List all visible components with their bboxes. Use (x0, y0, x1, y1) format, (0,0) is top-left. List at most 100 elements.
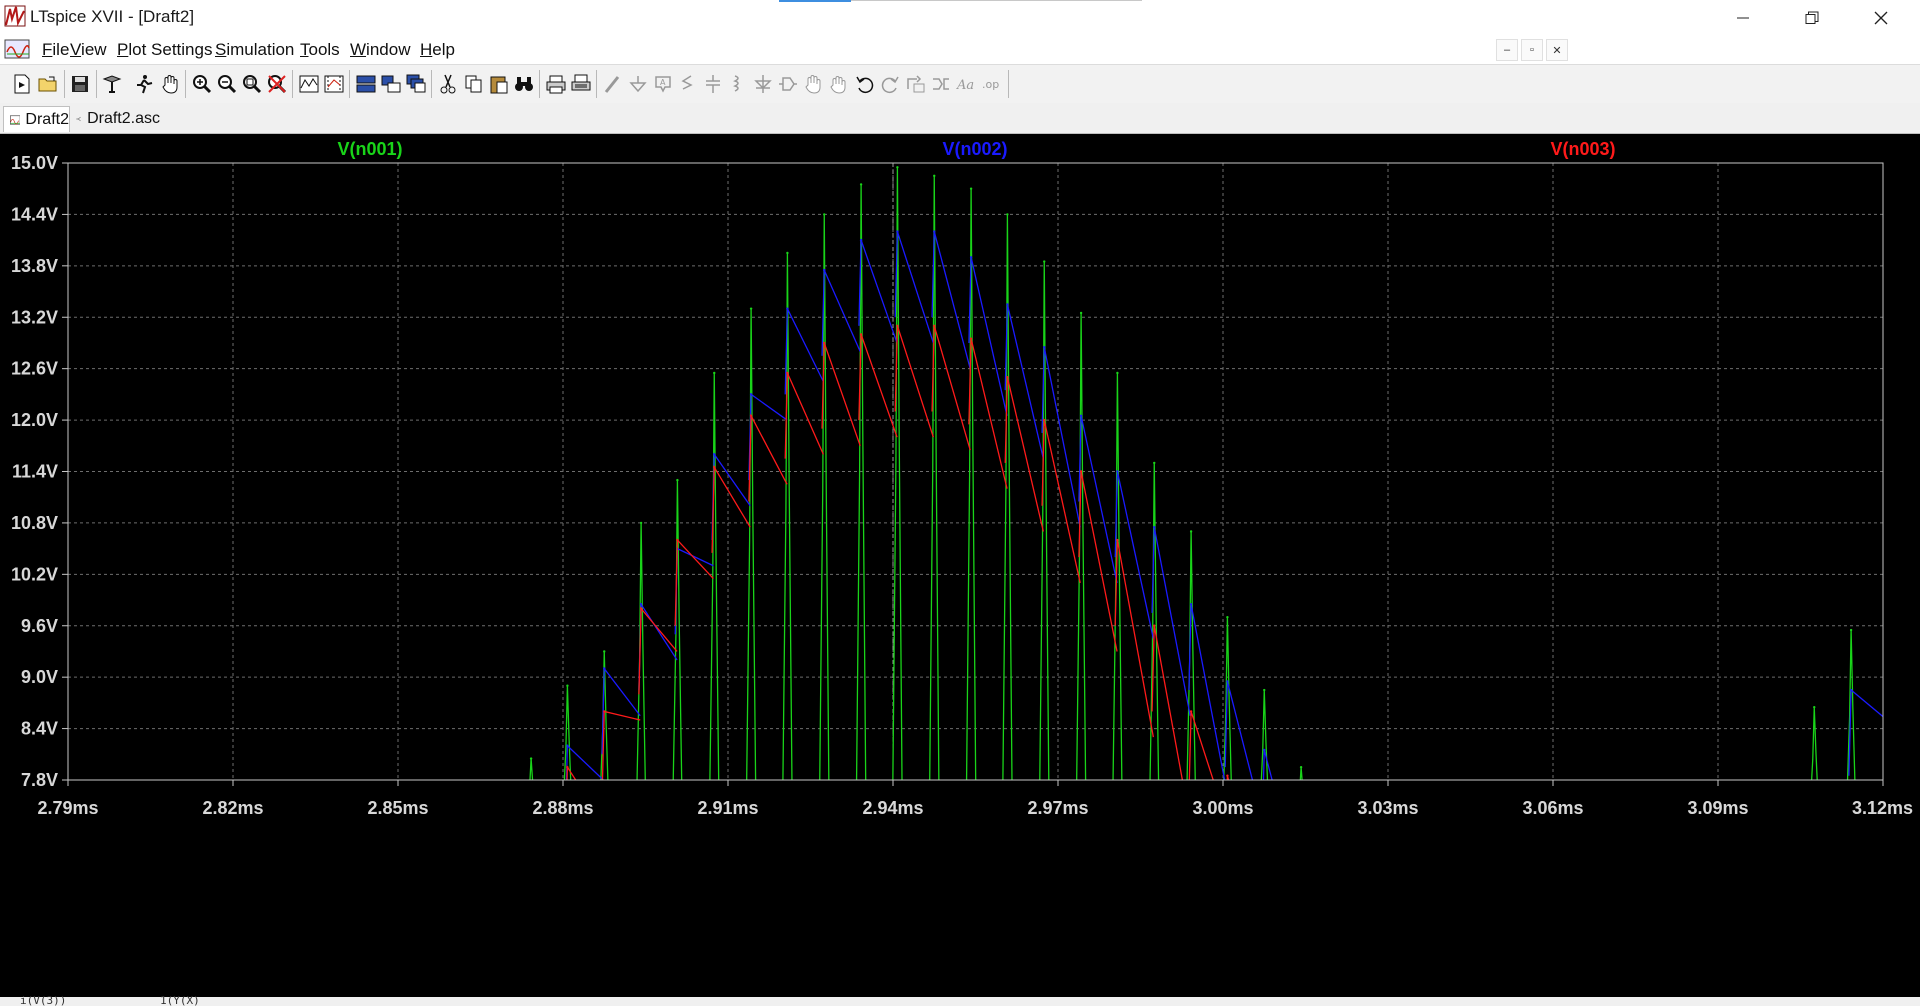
find-button[interactable] (512, 72, 536, 96)
mdi-minimize-button[interactable]: – (1496, 39, 1518, 61)
menu-file[interactable]: File (42, 40, 70, 59)
diode-button[interactable] (751, 72, 775, 96)
tab-draft2[interactable]: Draft2 (3, 106, 70, 132)
trace-point (933, 174, 936, 178)
title-bar: LTspice XVII - [Draft2] (0, 0, 1920, 35)
menu-tools[interactable]: Tools (300, 40, 340, 59)
rotate-button[interactable] (904, 72, 928, 96)
status-right: 1(Y(X) (160, 994, 200, 1007)
new-schematic-button[interactable] (10, 72, 34, 96)
open-button[interactable] (36, 72, 60, 96)
drag-button[interactable] (826, 72, 850, 96)
trace-point (823, 268, 826, 272)
trace-point (859, 183, 863, 186)
copy-icon (465, 75, 482, 93)
redo-button[interactable] (878, 72, 902, 96)
trace-point (1226, 615, 1229, 619)
traces (529, 166, 1883, 780)
run-button[interactable] (132, 72, 156, 96)
mirror-button[interactable] (929, 72, 953, 96)
menu-view[interactable]: View (70, 40, 107, 59)
trace-point (969, 337, 973, 340)
manual-limits-button[interactable] (322, 72, 346, 96)
trace-point (713, 453, 716, 456)
capacitor-button[interactable] (701, 72, 725, 96)
move-icon (805, 75, 821, 94)
menu-window[interactable]: Window (350, 40, 411, 59)
trace-point (1116, 371, 1119, 375)
y-tick-label: 13.2V (11, 307, 58, 327)
trace-point (676, 538, 679, 542)
trace-point (1813, 705, 1816, 709)
waveform-viewer[interactable]: 15.0V 14.4V 13.8V 13.2V 12.6V 12.0V 11.4V 10.8V… (0, 134, 1920, 997)
x-tick-label: 2.91ms (697, 798, 758, 818)
ground-button[interactable] (626, 72, 650, 96)
pan-button[interactable] (158, 72, 182, 96)
zoom-cancel-button[interactable] (265, 72, 289, 96)
trace-point (933, 324, 936, 328)
close-button[interactable] (1850, 0, 1912, 35)
tile-horizontal-button[interactable] (354, 72, 378, 96)
restore-icon (1805, 11, 1819, 24)
trace-point (896, 324, 899, 328)
tab-draft2-asc[interactable]: Draft2.asc (70, 106, 160, 131)
zoom-out-button[interactable] (215, 72, 239, 96)
legend-label[interactable]: V(n001) (337, 139, 402, 159)
autorange-button[interactable] (297, 72, 321, 96)
find-icon (515, 77, 533, 91)
plot-grid (62, 162, 1884, 786)
mdi-close-button[interactable]: ✕ (1546, 39, 1568, 61)
zoom-fit-icon (243, 75, 262, 94)
trace-point (969, 187, 973, 190)
legend-label[interactable]: V(n003) (1550, 139, 1615, 159)
y-tick-label: 13.8V (11, 256, 58, 276)
trace-point (786, 371, 789, 375)
cascade-button[interactable] (404, 72, 428, 96)
pan-icon (162, 75, 178, 94)
mdi-restore-button[interactable]: ▫ (1521, 39, 1543, 61)
copy-button[interactable] (462, 72, 486, 96)
menu-help[interactable]: Help (420, 40, 455, 59)
trace-point (603, 650, 606, 653)
minimize-button[interactable] (1712, 0, 1774, 35)
x-tick-label: 3.09ms (1687, 798, 1748, 818)
waveform-plot[interactable]: 15.0V 14.4V 13.8V 13.2V 12.6V 12.0V 11.4V 10.8V… (0, 134, 1920, 997)
print-preview-button[interactable] (569, 72, 593, 96)
open-icon (38, 76, 57, 92)
zoom-in-button[interactable] (190, 72, 214, 96)
print-button[interactable] (544, 72, 568, 96)
spice-directive-button[interactable]: .op (979, 72, 1003, 96)
component-button[interactable] (776, 72, 800, 96)
control-panel-button[interactable] (100, 72, 124, 96)
document-waveform-icon[interactable] (4, 38, 30, 60)
resistor-icon (681, 75, 693, 90)
trace-point (1006, 303, 1009, 306)
zoom-fit-button[interactable] (240, 72, 264, 96)
trace-point (1006, 213, 1009, 216)
label-net-button[interactable]: A (651, 72, 675, 96)
inductor-button[interactable] (726, 72, 750, 96)
trace-point (639, 521, 643, 525)
close-icon (1874, 11, 1888, 24)
undo-button[interactable] (853, 72, 877, 96)
text-button[interactable]: Aa (954, 72, 978, 96)
tile-vertical-button[interactable] (379, 72, 403, 96)
restore-button[interactable] (1781, 0, 1843, 35)
menu-simulation[interactable]: Simulation (215, 40, 295, 59)
trace-point (786, 251, 789, 255)
rotate-icon (907, 75, 925, 93)
draw-wire-button[interactable] (601, 72, 625, 96)
label-net-icon: A (655, 76, 671, 93)
inductor-icon (733, 75, 739, 92)
menu-plot-settings[interactable]: Plot Settings (117, 40, 213, 59)
x-tick-label: 2.79ms (37, 798, 98, 818)
cut-button[interactable] (436, 72, 460, 96)
schematic-icon (76, 116, 81, 121)
trace-point (639, 603, 643, 606)
tab-label: Draft2 (25, 110, 69, 128)
move-button[interactable] (801, 72, 825, 96)
paste-button[interactable] (487, 72, 511, 96)
save-button[interactable] (68, 72, 92, 96)
legend-label[interactable]: V(n002) (942, 139, 1007, 159)
resistor-button[interactable] (676, 72, 700, 96)
